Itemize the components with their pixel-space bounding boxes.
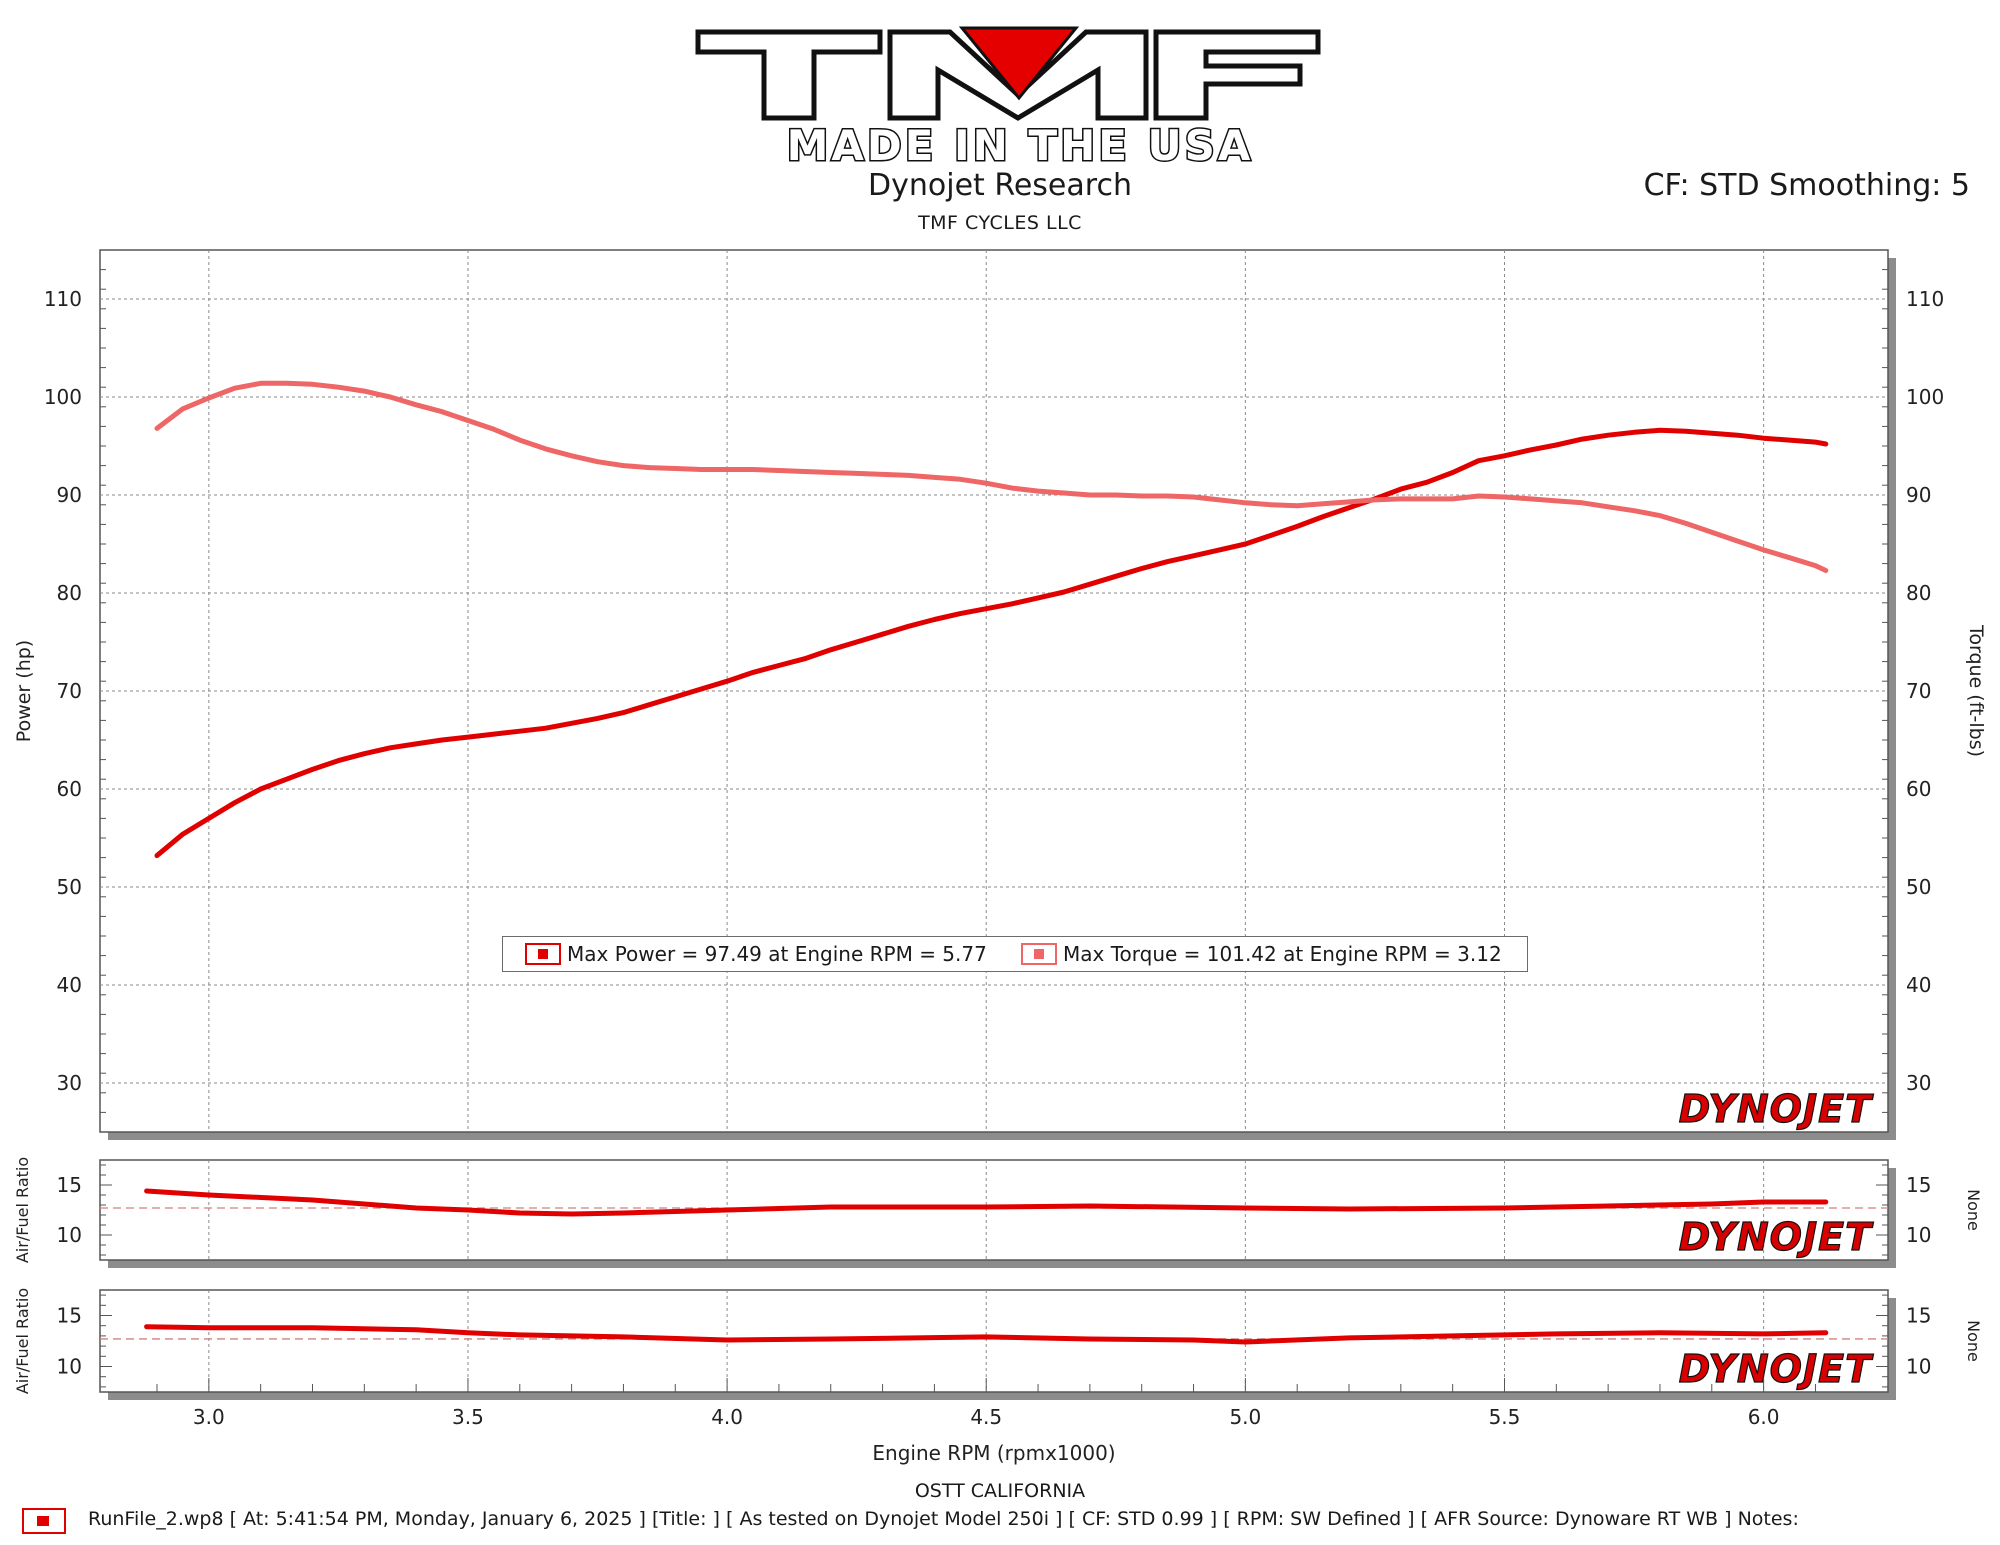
panel-frame bbox=[99, 1159, 1889, 1261]
y-tick-label-left: 15 bbox=[57, 1304, 82, 1328]
y-tick-label-right: 70 bbox=[1906, 679, 1931, 703]
y-tick-label-left: 30 bbox=[57, 1071, 82, 1095]
y-tick-label-left: 90 bbox=[57, 483, 82, 507]
legend-label-torque: Max Torque = 101.42 at Engine RPM = 3.12 bbox=[1063, 942, 1502, 966]
y-tick-label-right: 15 bbox=[1906, 1173, 1931, 1197]
x-tick-label: 5.5 bbox=[1489, 1405, 1521, 1429]
y-tick-label-left: 60 bbox=[57, 777, 82, 801]
y-axis-title-right: Torque (ft-lbs) bbox=[1965, 624, 1987, 757]
y-tick-label-left: 40 bbox=[57, 973, 82, 997]
y-tick-label-left: 100 bbox=[44, 385, 82, 409]
legend-swatch-power bbox=[525, 943, 561, 965]
legend-swatch-torque bbox=[1021, 943, 1057, 965]
x-tick-label: 4.5 bbox=[970, 1405, 1002, 1429]
series-line-afr bbox=[144, 1324, 1829, 1345]
x-tick-label: 3.5 bbox=[452, 1405, 484, 1429]
y-tick-label-right: 10 bbox=[1906, 1223, 1931, 1247]
location-label: OSTT CALIFORNIA bbox=[914, 1480, 1086, 1502]
customer-name: TMF CYCLES LLC bbox=[918, 212, 1082, 234]
company-name: Dynojet Research bbox=[868, 168, 1132, 203]
legend-label-power: Max Power = 97.49 at Engine RPM = 5.77 bbox=[567, 942, 987, 966]
x-axis-title: Engine RPM (rpmx1000) bbox=[872, 1441, 1115, 1465]
y-tick-label-right: 100 bbox=[1906, 385, 1944, 409]
x-tick-label: 6.0 bbox=[1748, 1405, 1780, 1429]
logo-red-triangle bbox=[958, 26, 1080, 101]
panel-frame bbox=[99, 1289, 1889, 1393]
series-line-torque bbox=[154, 380, 1829, 573]
y-axis-title-left: Power (hp) bbox=[13, 640, 35, 742]
tmf-logo: MADE IN THE USA bbox=[695, 26, 1321, 170]
y-tick-label-left: 50 bbox=[57, 875, 82, 899]
dynojet-watermark: DYNOJET bbox=[1679, 1347, 1874, 1391]
chart-legend: Max Power = 97.49 at Engine RPM = 5.77 M… bbox=[502, 936, 1528, 972]
x-tick-label: 4.0 bbox=[711, 1405, 743, 1429]
y-axis-title-right: None bbox=[1964, 1320, 1983, 1362]
y-tick-label-left: 15 bbox=[57, 1173, 82, 1197]
series-line-power bbox=[154, 427, 1829, 859]
y-tick-label-right: 10 bbox=[1906, 1355, 1931, 1379]
y-axis-title-left: Air/Fuel Ratio bbox=[13, 1157, 32, 1263]
y-tick-label-left: 10 bbox=[57, 1355, 82, 1379]
logo-tagline: MADE IN THE USA bbox=[787, 121, 1254, 170]
x-tick-label: 5.0 bbox=[1229, 1405, 1261, 1429]
y-tick-label-right: 80 bbox=[1906, 581, 1931, 605]
y-tick-label-left: 110 bbox=[44, 287, 82, 311]
y-tick-label-right: 110 bbox=[1906, 287, 1944, 311]
y-tick-label-left: 80 bbox=[57, 581, 82, 605]
run-file-info: RunFile_2.wp8 [ At: 5:41:54 PM, Monday, … bbox=[88, 1508, 1799, 1530]
y-tick-label-right: 60 bbox=[1906, 777, 1931, 801]
dynojet-watermark: DYNOJET bbox=[1679, 1215, 1874, 1259]
y-tick-label-right: 50 bbox=[1906, 875, 1931, 899]
x-tick-label: 3.0 bbox=[193, 1405, 225, 1429]
y-tick-label-left: 70 bbox=[57, 679, 82, 703]
correction-factor: CF: STD Smoothing: 5 bbox=[1643, 168, 1970, 203]
y-tick-label-right: 15 bbox=[1906, 1304, 1931, 1328]
series-line-afr bbox=[144, 1188, 1829, 1217]
y-axis-title-left: Air/Fuel Ratio bbox=[13, 1288, 32, 1394]
run-color-swatch bbox=[22, 1508, 66, 1534]
y-tick-label-right: 90 bbox=[1906, 483, 1931, 507]
y-axis-title-right: None bbox=[1964, 1189, 1983, 1231]
y-tick-label-right: 30 bbox=[1906, 1071, 1931, 1095]
y-tick-label-right: 40 bbox=[1906, 973, 1931, 997]
y-tick-label-left: 10 bbox=[57, 1223, 82, 1247]
dynojet-watermark: DYNOJET bbox=[1679, 1087, 1874, 1131]
